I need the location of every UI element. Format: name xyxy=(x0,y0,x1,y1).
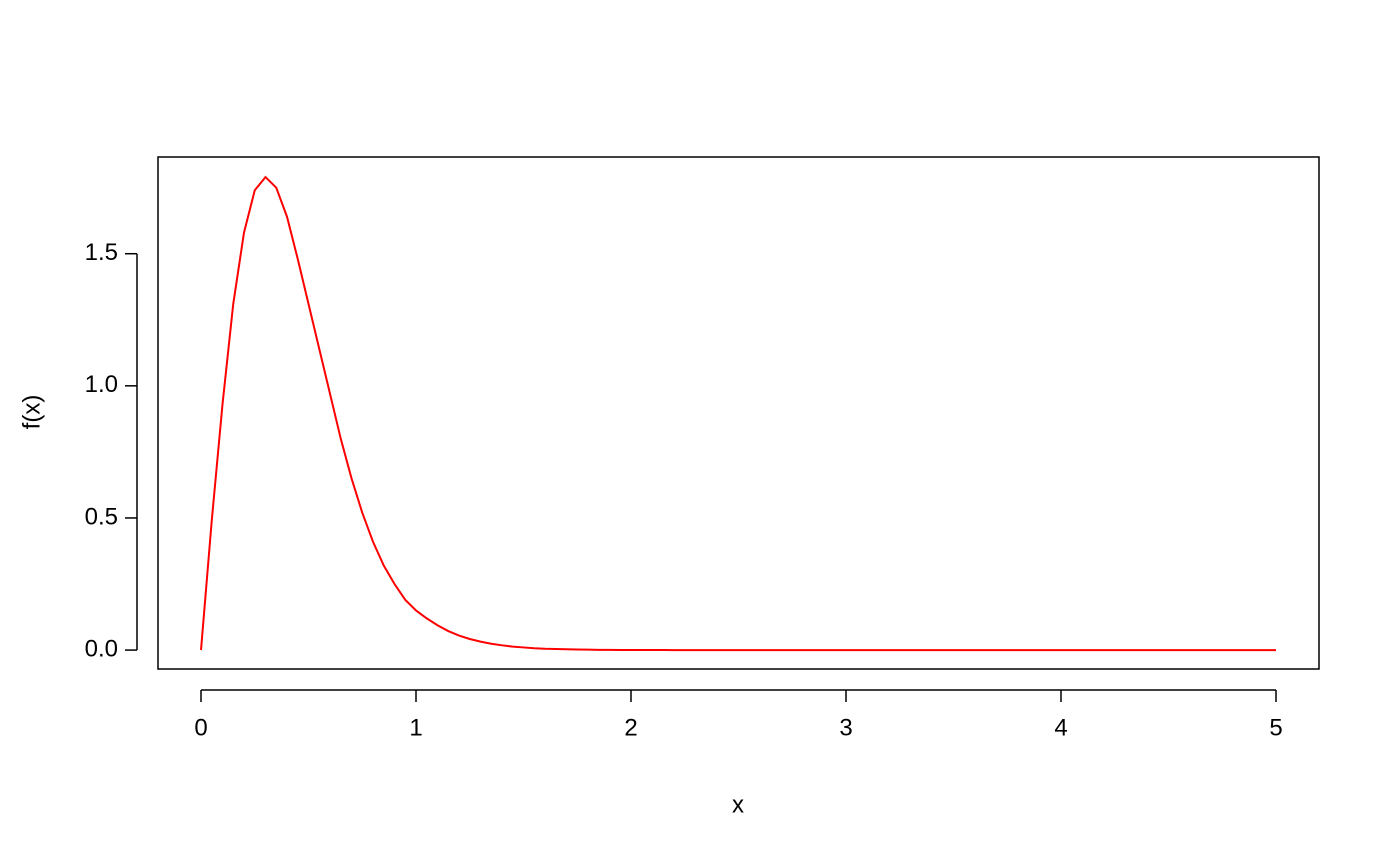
plot-box xyxy=(157,156,1320,670)
x-tick-label: 1 xyxy=(409,714,422,741)
x-axis-label: x xyxy=(732,791,744,818)
y-tick-label: 0.5 xyxy=(85,503,118,530)
x-tick-label: 2 xyxy=(624,714,637,741)
x-tick-label: 5 xyxy=(1269,714,1282,741)
y-tick-label: 0.0 xyxy=(85,635,118,662)
curve xyxy=(200,175,1276,652)
x-tick-label: 3 xyxy=(839,714,852,741)
y-tick-label: 1.5 xyxy=(85,239,118,266)
x-tick-label: 0 xyxy=(194,714,207,741)
y-tick-label: 1.0 xyxy=(85,371,118,398)
x-tick-label: 4 xyxy=(1054,714,1067,741)
y-axis-label: f(x) xyxy=(18,395,45,430)
